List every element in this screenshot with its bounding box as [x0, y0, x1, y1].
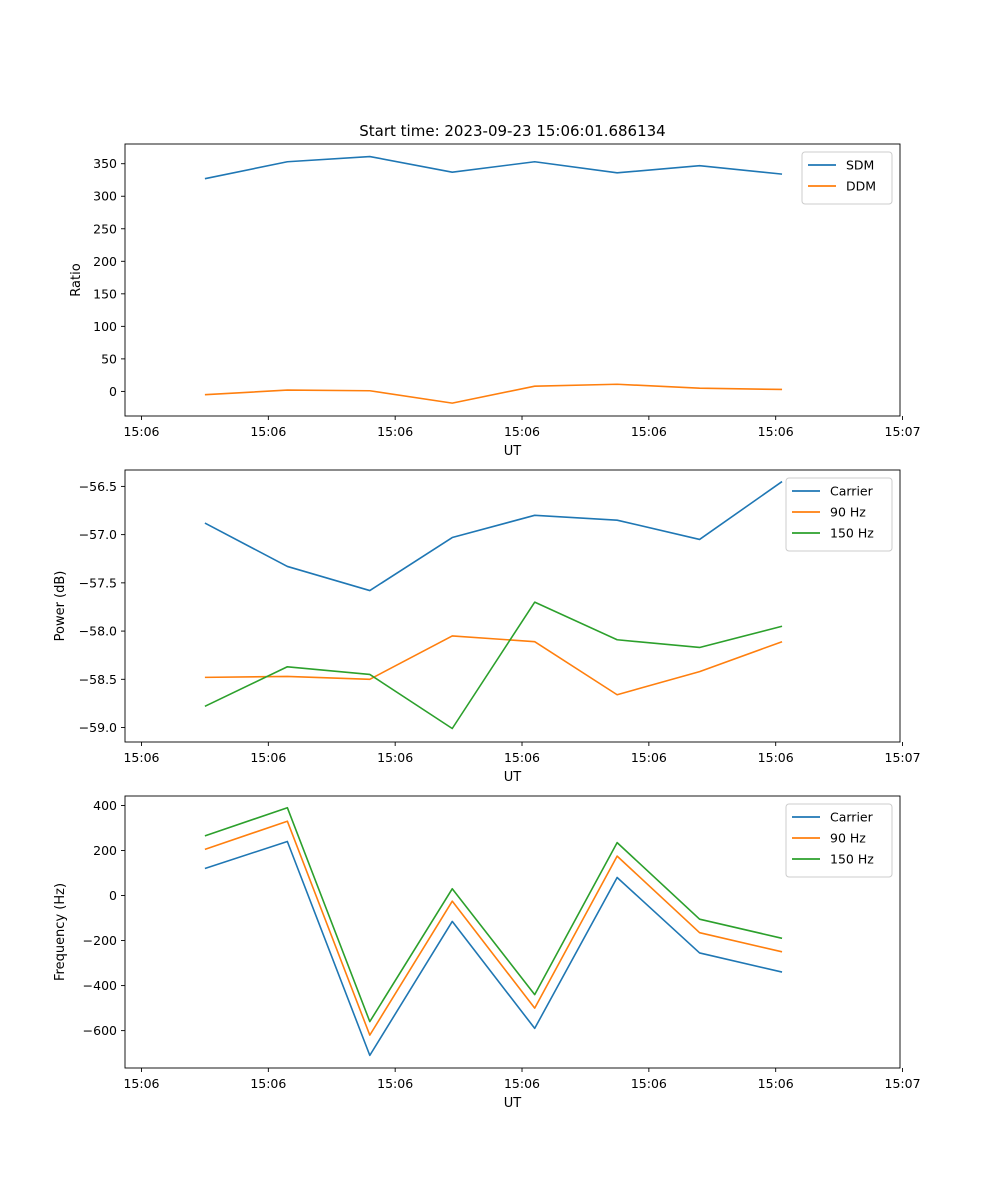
x-tick-label: 15:06 [631, 750, 667, 765]
chart-title: Start time: 2023-09-23 15:06:01.686134 [359, 122, 665, 140]
y-tick-label: 200 [93, 843, 117, 858]
x-tick-label: 15:06 [377, 1076, 413, 1091]
x-tick-label: 15:06 [123, 424, 159, 439]
x-tick-label: 15:06 [377, 424, 413, 439]
series-line-150-hz [204, 806, 783, 1023]
legend: Carrier 90 Hz 150 Hz [785, 803, 893, 878]
y-axis-label: Power (dB) [53, 571, 68, 642]
y-tick-label: 350 [93, 156, 117, 171]
y-tick-label: −600 [83, 1023, 117, 1038]
axes-frame [124, 795, 901, 1069]
chart-panel-2: 15:06 15:06 15:06 15:06 15:06 15:06 15:07 −59.0… [53, 469, 921, 785]
series-line-90-hz [204, 635, 783, 696]
axes-frame [124, 469, 901, 743]
x-axis-label: UT [504, 770, 522, 785]
legend-label: Carrier [830, 810, 874, 825]
y-axis-label: Ratio [69, 263, 84, 296]
x-axis-label: UT [504, 1096, 522, 1111]
x-tick-label: 15:06 [631, 1076, 667, 1091]
chart-panel-3: 15:06 15:06 15:06 15:06 15:06 15:06 15:07 −600 −… [53, 795, 921, 1111]
y-tick-label: 100 [93, 319, 117, 334]
x-tick-label: 15:06 [504, 424, 540, 439]
y-tick-label: −59.0 [79, 720, 117, 735]
y-tick-label: 150 [93, 286, 117, 301]
x-tick-label: 15:06 [504, 750, 540, 765]
x-axis-label: UT [504, 444, 522, 459]
axes-frame [124, 143, 901, 417]
legend-label: SDM [846, 158, 874, 173]
legend-label: 150 Hz [830, 852, 874, 867]
y-tick-label: 0 [109, 888, 117, 903]
y-tick-label: −57.0 [79, 527, 117, 542]
x-tick-label: 15:06 [123, 1076, 159, 1091]
legend-label: DDM [846, 179, 876, 194]
x-tick-label: 15:07 [885, 750, 921, 765]
legend-label: Carrier [830, 484, 874, 499]
series-line-90-hz [204, 820, 783, 1036]
x-tick-label: 15:06 [250, 750, 286, 765]
legend-label: 150 Hz [830, 526, 874, 541]
y-tick-label: −58.5 [79, 672, 117, 687]
x-tick-label: 15:06 [758, 750, 794, 765]
y-tick-label: 0 [109, 384, 117, 399]
legend: SDM DDM [801, 151, 893, 205]
series-line-ddm [204, 383, 783, 404]
y-tick-label: 50 [101, 351, 117, 366]
legend-label: 90 Hz [830, 831, 866, 846]
y-tick-label: −400 [83, 978, 117, 993]
x-tick-label: 15:07 [885, 424, 921, 439]
x-tick-label: 15:06 [631, 424, 667, 439]
legend-label: 90 Hz [830, 505, 866, 520]
series-line-carrier [204, 840, 783, 1057]
x-tick-label: 15:06 [377, 750, 413, 765]
y-tick-label: −200 [83, 933, 117, 948]
x-tick-label: 15:06 [250, 1076, 286, 1091]
y-tick-label: −58.0 [79, 624, 117, 639]
x-tick-label: 15:06 [250, 424, 286, 439]
x-tick-label: 15:07 [885, 1076, 921, 1091]
x-tick-label: 15:06 [504, 1076, 540, 1091]
y-tick-label: −56.5 [79, 479, 117, 494]
series-line-sdm [204, 155, 783, 180]
chart-panel-1: Start time: 2023-09-23 15:06:01.686134 15… [69, 122, 921, 459]
y-tick-label: 200 [93, 254, 117, 269]
series-line-150-hz [204, 601, 783, 730]
series-line-carrier [204, 480, 783, 592]
y-tick-label: 300 [93, 189, 117, 204]
x-tick-label: 15:06 [758, 1076, 794, 1091]
y-axis-label: Frequency (Hz) [53, 883, 68, 981]
y-tick-label: 250 [93, 221, 117, 236]
x-tick-label: 15:06 [758, 424, 794, 439]
y-tick-label: −57.5 [79, 575, 117, 590]
x-tick-label: 15:06 [123, 750, 159, 765]
y-tick-label: 400 [93, 798, 117, 813]
legend: Carrier 90 Hz 150 Hz [785, 477, 893, 552]
